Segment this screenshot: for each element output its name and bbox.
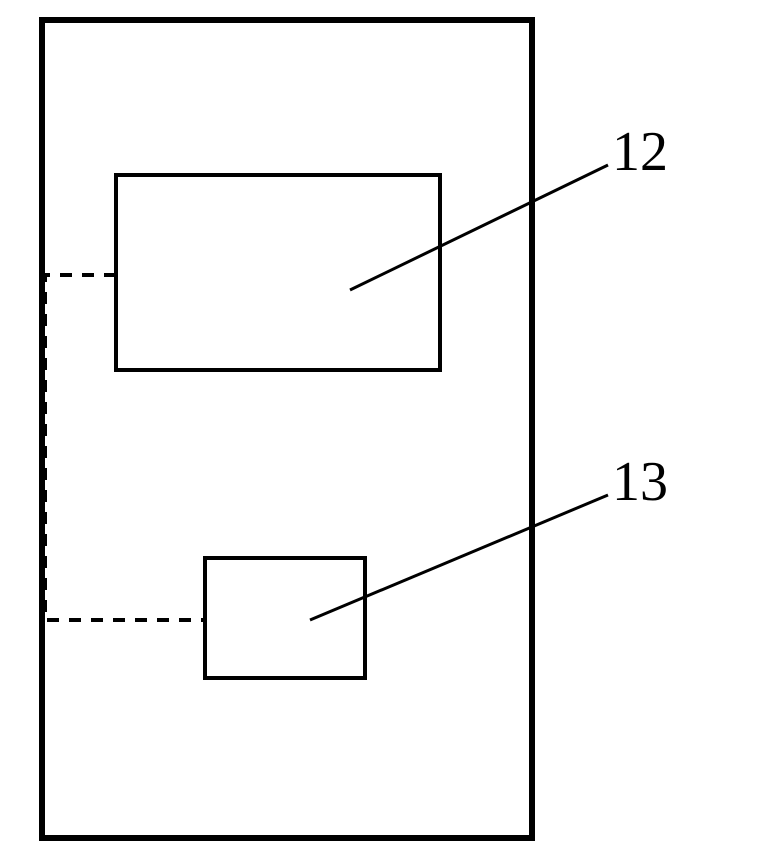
box-bottom [205, 558, 365, 678]
box-top [116, 175, 440, 370]
label-13: 13 [612, 450, 668, 514]
leader-line-12 [350, 165, 608, 290]
label-12: 12 [612, 120, 668, 184]
diagram-container: 12 13 [0, 0, 763, 856]
outer-box [42, 20, 532, 838]
dashed-connector [45, 275, 205, 620]
